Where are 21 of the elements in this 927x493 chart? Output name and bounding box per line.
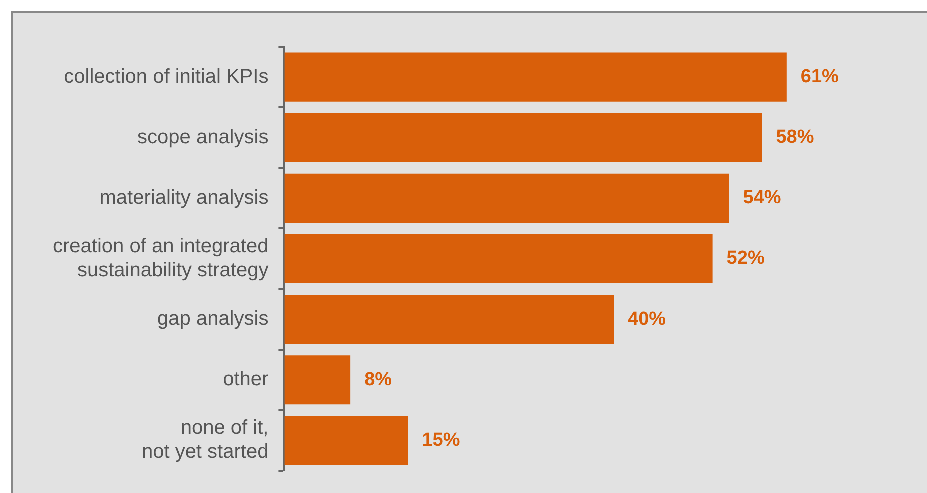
bar <box>284 113 762 162</box>
y-tick-label: creation of an integrated sustainability strategy <box>53 236 269 282</box>
bar <box>284 416 408 466</box>
data-label: 15% <box>422 430 460 451</box>
data-label: 58% <box>776 127 814 148</box>
data-label: 40% <box>628 308 666 330</box>
y-tick-label: collection of initial KPIs <box>64 66 269 88</box>
data-label: 8% <box>364 369 392 390</box>
bar <box>284 295 614 344</box>
data-label: 54% <box>743 188 782 209</box>
bar <box>284 356 351 405</box>
bar <box>284 234 713 284</box>
y-tick-label: none of it, not yet started <box>142 417 269 464</box>
data-label: 61% <box>800 66 840 88</box>
y-tick-label: materiality analysis <box>100 186 269 209</box>
y-tick-label: scope analysis <box>138 126 269 148</box>
y-tick-label: other <box>223 368 270 391</box>
bar <box>284 52 787 102</box>
y-tick-label: gap analysis <box>158 308 269 330</box>
bar <box>284 174 730 223</box>
data-label: 52% <box>726 248 765 270</box>
